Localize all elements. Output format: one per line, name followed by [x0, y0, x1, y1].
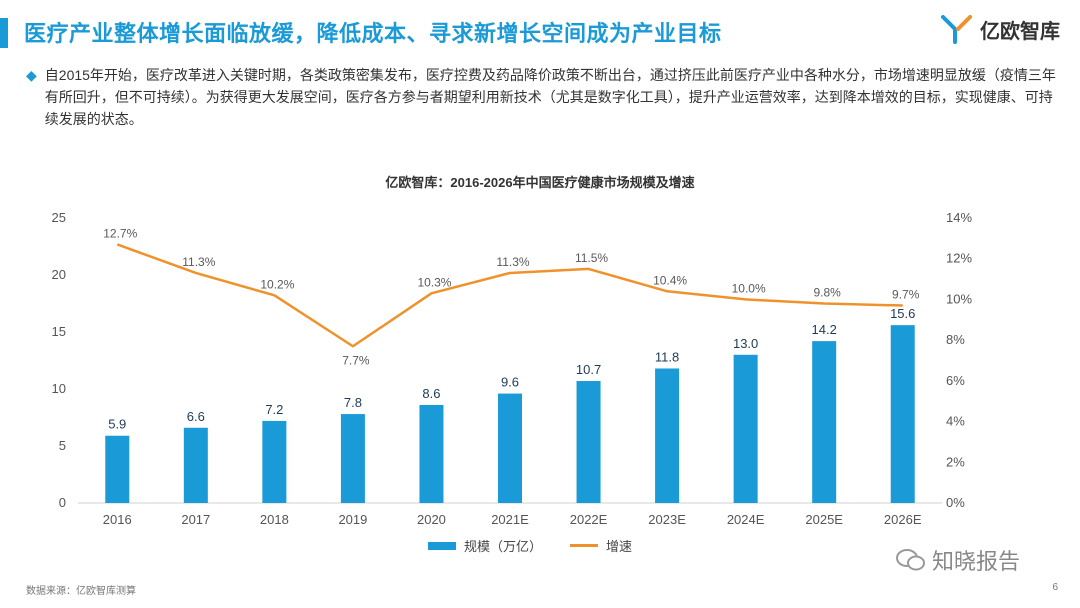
growth-value-label: 12.7% [103, 226, 137, 240]
bar-value-label: 10.7 [576, 362, 601, 377]
growth-value-label: 9.7% [892, 288, 920, 302]
x-axis-tick: 2018 [260, 512, 289, 527]
bar-value-label: 13.0 [733, 336, 758, 351]
brand-logo: 亿欧智库 [940, 14, 1060, 44]
right-axis-tick: 6% [946, 373, 965, 388]
bar-size [655, 368, 680, 503]
bar-size [340, 414, 365, 503]
bar-value-label: 15.6 [890, 306, 915, 321]
bar-size [262, 420, 287, 503]
bar-value-label: 7.2 [265, 402, 283, 417]
x-axis-tick: 2019 [338, 512, 367, 527]
left-axis-tick: 0 [59, 495, 66, 510]
bar-size [733, 354, 758, 503]
x-axis-tick: 2021E [491, 512, 529, 527]
left-axis-tick: 20 [52, 267, 66, 282]
bar-value-label: 8.6 [422, 386, 440, 401]
right-axis-tick: 8% [946, 332, 965, 347]
summary-bullet: ◆ 自2015年开始，医疗改革进入关键时期，各类政策密集发布，医疗控费及药品降价… [26, 64, 1060, 130]
left-axis-tick: 10 [52, 381, 66, 396]
summary-text: 自2015年开始，医疗改革进入关键时期，各类政策密集发布，医疗控费及药品降价政策… [44, 67, 1056, 127]
bar-size [498, 393, 522, 503]
growth-value-label: 11.3% [496, 255, 529, 269]
growth-line [116, 243, 903, 348]
bar-size [890, 325, 915, 503]
data-source: 数据来源：亿欧智库测算 [26, 586, 136, 597]
legend-label-size: 规模（万亿） [464, 539, 543, 554]
legend-item-size: 规模（万亿） [428, 536, 542, 555]
bar-size [812, 341, 837, 503]
left-axis-tick: 5 [59, 438, 66, 453]
x-axis-tick: 2023E [648, 512, 686, 527]
right-axis-tick: 4% [946, 414, 965, 429]
legend-label-growth: 增速 [606, 539, 633, 554]
growth-value-label: 10.4% [653, 273, 687, 287]
bar-value-label: 11.8 [655, 349, 679, 364]
legend-item-growth: 增速 [570, 536, 632, 555]
bar-size [419, 404, 444, 503]
x-axis-tick: 2024E [727, 512, 765, 527]
x-axis-tick: 2022E [570, 512, 608, 527]
left-axis-tick: 15 [52, 324, 66, 339]
growth-value-label: 10.2% [260, 277, 294, 291]
x-axis-tick: 2017 [181, 512, 210, 527]
bar-value-label: 7.8 [344, 395, 362, 410]
wechat-icon [896, 549, 925, 571]
brand-logo-icon [941, 15, 972, 44]
bar-size [183, 427, 208, 503]
page-title: 医疗产业整体增长面临放缓，降低成本、寻求新增长空间成为产业目标 [24, 21, 722, 46]
diamond-bullet-icon: ◆ [26, 67, 37, 83]
bar-value-label: 14.2 [812, 322, 837, 337]
bar-value-label: 5.9 [108, 417, 126, 432]
chart-legend: 规模（万亿） 增速 [428, 536, 632, 555]
legend-line-swatch [570, 544, 599, 547]
bar-value-label: 6.6 [187, 409, 205, 424]
x-axis-tick: 2020 [417, 512, 446, 527]
left-axis-tick: 25 [52, 210, 66, 225]
bar-value-label: 9.6 [501, 375, 519, 390]
growth-value-label: 10.3% [417, 275, 451, 289]
bar-size [576, 381, 601, 503]
right-axis-tick: 12% [946, 251, 972, 266]
x-axis-tick: 2016 [103, 512, 132, 527]
x-axis-tick: 2026E [884, 512, 922, 527]
growth-value-label: 10.0% [732, 281, 766, 295]
watermark: 知晓报告 [896, 544, 1020, 576]
growth-value-label: 9.8% [814, 286, 842, 300]
right-axis-tick: 14% [946, 210, 972, 225]
growth-value-label: 11.3% [182, 255, 215, 269]
brand-name: 亿欧智库 [980, 20, 1060, 43]
x-axis-tick: 2025E [805, 512, 843, 527]
right-axis-tick: 2% [946, 454, 965, 469]
watermark-text: 知晓报告 [932, 549, 1021, 574]
right-axis-tick: 0% [946, 495, 965, 510]
growth-value-label: 7.7% [342, 353, 370, 367]
page-number: 6 [1052, 582, 1058, 593]
title-accent-bar [0, 18, 8, 48]
growth-value-label: 11.5% [575, 251, 608, 265]
right-axis-tick: 10% [946, 291, 972, 306]
legend-bar-swatch [428, 541, 456, 550]
bar-size [105, 435, 130, 503]
chart-title: 亿欧智库：2016-2026年中国医疗健康市场规模及增速 [385, 175, 695, 190]
